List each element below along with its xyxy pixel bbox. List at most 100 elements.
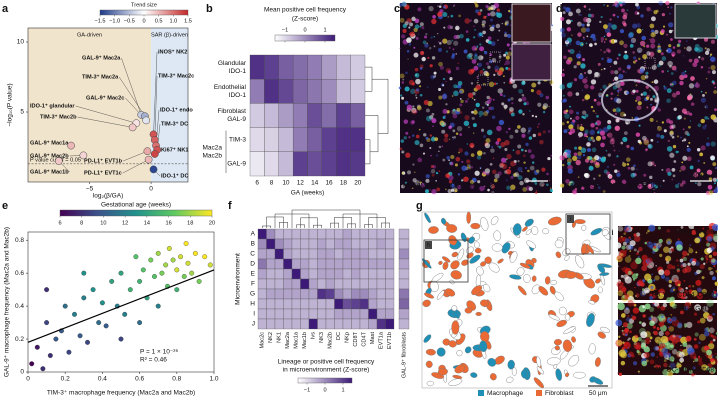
vessel	[601, 79, 659, 121]
stain-spot	[646, 51, 651, 56]
stain-spot	[465, 30, 469, 33]
stain-spot	[653, 242, 657, 246]
stain-spot	[455, 132, 459, 135]
heatmap-cell	[321, 54, 337, 80]
stain-spot	[715, 269, 718, 273]
heatmap-cell	[325, 278, 335, 290]
heatmap-cell	[398, 268, 410, 280]
leader-line	[123, 151, 148, 162]
region-ga	[28, 28, 152, 182]
leader-line	[154, 75, 158, 141]
heatmap-cell	[283, 308, 293, 320]
stain-spot	[649, 295, 654, 301]
cell	[550, 279, 558, 286]
cell	[471, 285, 483, 296]
stain-spot	[623, 54, 629, 60]
point	[81, 270, 87, 276]
stain-spot	[649, 306, 655, 312]
heatmap-cell	[317, 238, 327, 250]
cell	[600, 326, 611, 333]
stain-spot	[559, 183, 565, 188]
point-label: iNOS⁺ NK2	[158, 48, 187, 55]
stain-spot	[600, 15, 603, 19]
point-label: GAL-9⁺ Mac2a	[82, 54, 121, 61]
heatmap-cell	[283, 278, 293, 290]
heatmap-cell	[342, 308, 352, 320]
stain-spot	[431, 173, 435, 177]
stain-spot	[682, 128, 685, 131]
stain-spot	[481, 35, 484, 38]
stain-spot	[628, 254, 631, 258]
stain-spot	[657, 126, 659, 128]
stain-spot	[671, 167, 676, 172]
heatmap-cell	[307, 54, 323, 80]
stain-spot	[680, 136, 682, 139]
stain-spot	[656, 133, 661, 138]
stain-spot	[643, 139, 649, 146]
heatmap-cell	[300, 268, 310, 280]
stain-spot	[700, 172, 704, 176]
heatmap-cell	[398, 288, 410, 300]
stain-spot	[596, 115, 599, 118]
heatmap-cell	[325, 268, 335, 280]
stain-spot	[590, 136, 594, 140]
scale-label: 50 μm	[692, 173, 710, 180]
stain-spot	[428, 5, 434, 12]
stain-spot	[619, 111, 626, 117]
stain-spot	[645, 359, 649, 363]
stain-spot	[419, 93, 423, 97]
stain-spot	[463, 176, 469, 183]
heatmap-cell	[307, 103, 323, 128]
stain-spot	[621, 329, 624, 332]
heatmap-cell	[368, 288, 378, 300]
stain-spot	[620, 274, 624, 278]
stain-spot	[668, 279, 673, 284]
cell	[438, 260, 443, 265]
stain-spot	[671, 178, 674, 181]
heatmap-cell	[385, 268, 395, 280]
stain-spot	[663, 129, 667, 133]
marker-label: CK7	[466, 183, 479, 190]
stain-spot	[583, 116, 586, 120]
stain-spot	[666, 49, 669, 52]
stain-spot	[633, 342, 642, 350]
stain-spot	[441, 93, 448, 100]
stain-spot	[565, 19, 571, 25]
stain-spot	[407, 170, 411, 175]
stain-spot	[683, 290, 689, 295]
cell	[565, 372, 570, 378]
stain-spot	[479, 32, 483, 36]
stain-spot	[514, 163, 517, 165]
column-label: 16	[325, 180, 333, 187]
stain-spot	[620, 141, 624, 145]
stain-spot	[689, 244, 692, 247]
heatmap-cell	[398, 318, 410, 330]
stain-spot	[499, 50, 502, 52]
stain-spot	[450, 188, 455, 192]
stain-spot	[676, 49, 681, 54]
stain-spot	[567, 128, 570, 131]
stain-spot	[636, 12, 640, 15]
heatmap-cell	[274, 278, 284, 290]
heatmap-cell	[385, 258, 395, 270]
heatmap-cell	[266, 308, 276, 320]
heatmap-cell	[334, 248, 344, 260]
point	[109, 278, 115, 284]
stain-spot	[628, 337, 631, 340]
stain-spot	[591, 147, 597, 153]
stain-spot	[710, 56, 716, 62]
heatmap-cell	[300, 278, 310, 290]
stain-spot	[613, 149, 616, 152]
stain-spot	[431, 18, 437, 25]
stain-spot	[635, 293, 640, 298]
stain-spot	[457, 62, 459, 65]
stain-spot	[669, 152, 675, 158]
stain-spot	[666, 352, 672, 358]
stain-spot	[441, 122, 444, 125]
point-label: TIM-3⁺ Mac2a	[82, 73, 119, 80]
stain-spot	[670, 135, 673, 137]
stain-spot	[653, 191, 656, 194]
stain-spot	[579, 42, 584, 47]
stain-spot	[581, 57, 586, 62]
stain-spot	[476, 81, 478, 84]
